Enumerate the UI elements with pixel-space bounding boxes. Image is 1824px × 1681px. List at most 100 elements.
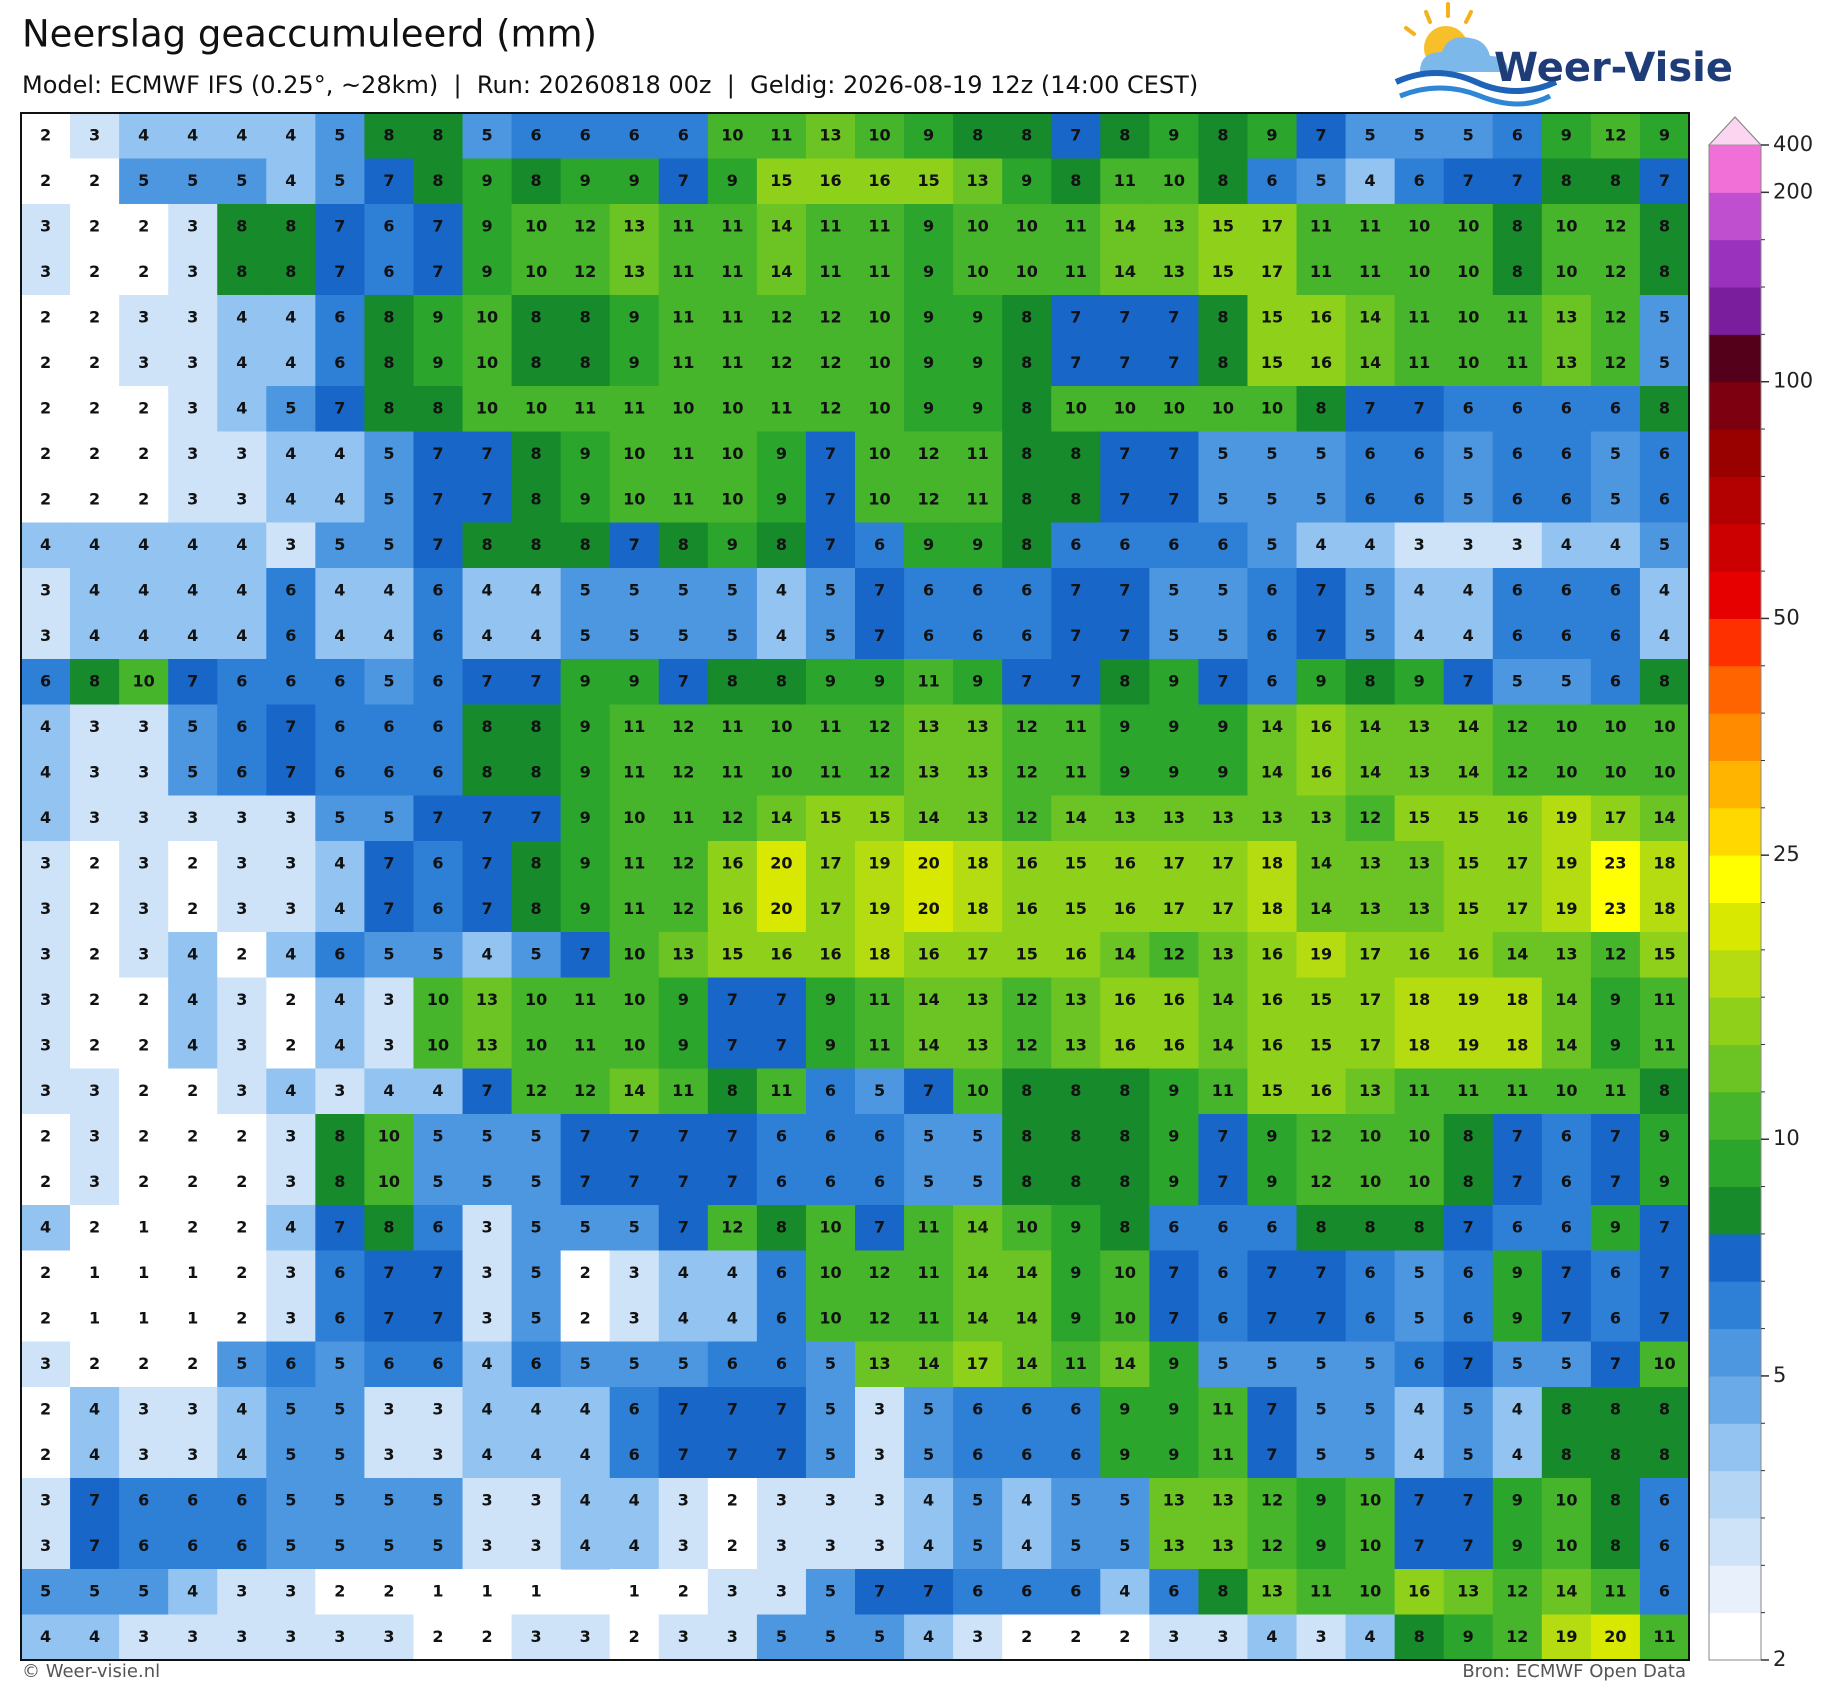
precip-label: 2: [727, 1490, 738, 1509]
precip-cell: [1590, 841, 1641, 888]
precip-cell: [21, 386, 71, 433]
precip-cell: [1394, 340, 1445, 387]
precip-cell: [1247, 1432, 1298, 1479]
precip-cell: [1492, 249, 1543, 296]
precip-cell: [1149, 158, 1200, 205]
precip-cell: [1198, 249, 1249, 296]
precip-cell: [364, 1068, 415, 1115]
precip-cell: [1296, 1432, 1347, 1479]
precip-label: 15: [1212, 262, 1234, 281]
precip-label: 4: [40, 808, 51, 827]
precip-cell: [413, 704, 464, 751]
precip-label: 11: [819, 717, 841, 736]
precip-cell: [315, 568, 366, 615]
precip-label: 13: [917, 762, 939, 781]
precip-cell: [413, 1387, 464, 1434]
precip-label: 2: [629, 1627, 640, 1646]
precip-cell: [168, 1523, 218, 1570]
precip-label: 7: [1659, 1217, 1670, 1236]
precip-label: 13: [1163, 1536, 1185, 1555]
precip-label: 16: [917, 944, 939, 963]
precip-label: 3: [1168, 1627, 1179, 1646]
precip-label: 11: [1310, 1581, 1332, 1600]
precip-cell: [953, 1205, 1003, 1252]
precip-label: 7: [334, 262, 345, 281]
precip-cell: [1198, 1387, 1249, 1434]
precip-label: 3: [236, 1581, 247, 1600]
precip-label: 2: [236, 1126, 247, 1145]
precip-label: 6: [187, 1490, 198, 1509]
precip-cell: [1492, 1341, 1543, 1388]
precip-label: 8: [1610, 1536, 1621, 1555]
precip-cell: [1247, 1569, 1298, 1616]
colorbar-band: [1709, 1139, 1761, 1188]
precip-cell: [855, 1114, 905, 1161]
precip-cell: [315, 158, 366, 205]
precip-cell: [70, 704, 120, 751]
precip-cell: [609, 704, 660, 751]
precip-cell: [756, 204, 807, 251]
precip-label: 4: [1512, 1399, 1523, 1418]
precip-label: 12: [1506, 1581, 1528, 1600]
precip-label: 4: [776, 626, 787, 645]
precip-cell: [413, 750, 464, 797]
precip-cell: [707, 613, 758, 660]
precip-cell: [364, 841, 415, 888]
precip-label: 2: [89, 398, 100, 417]
precip-cell: [217, 1159, 267, 1206]
precip-label: 9: [1315, 1536, 1326, 1555]
precip-cell: [1541, 1387, 1592, 1434]
precip-cell: [266, 704, 316, 751]
precip-cell: [168, 750, 218, 797]
precip-label: 10: [1359, 1172, 1381, 1191]
precip-label: 8: [1119, 1081, 1130, 1100]
precip-label: 4: [285, 125, 296, 144]
precip-label: 7: [531, 671, 542, 690]
precip-label: 10: [868, 307, 890, 326]
precip-cell: [462, 1023, 513, 1070]
precip-cell: [413, 977, 464, 1024]
precip-cell: [266, 841, 316, 888]
precip-cell: [1100, 1523, 1150, 1570]
precip-cell: [953, 1432, 1003, 1479]
precip-label: 3: [138, 853, 149, 872]
precip-label: 9: [923, 398, 934, 417]
precip-label: 5: [1659, 307, 1670, 326]
colorbar-band: [1709, 997, 1761, 1046]
precip-cell: [1394, 568, 1445, 615]
precip-label: 3: [874, 1490, 885, 1509]
precip-cell: [1149, 522, 1200, 569]
precip-cell: [119, 977, 169, 1024]
precip-cell: [21, 1296, 71, 1343]
precip-label: 4: [236, 1445, 247, 1464]
precip-cell: [1639, 568, 1690, 615]
precip-cell: [511, 1569, 562, 1616]
precip-cell: [1051, 932, 1101, 979]
precip-label: 2: [40, 1263, 51, 1282]
precip-label: 3: [187, 444, 198, 463]
precip-label: 5: [187, 717, 198, 736]
precip-label: 10: [1016, 262, 1038, 281]
precip-label: 14: [1261, 762, 1283, 781]
precip-label: 14: [1506, 944, 1528, 963]
precip-label: 19: [868, 853, 890, 872]
precip-label: 15: [1212, 216, 1234, 235]
precip-label: 9: [580, 808, 591, 827]
precip-label: 10: [770, 717, 792, 736]
precip-label: 13: [1163, 216, 1185, 235]
precip-cell: [904, 1432, 954, 1479]
precip-label: 7: [383, 1308, 394, 1327]
precip-label: 1: [89, 1263, 100, 1282]
precip-label: 3: [432, 1445, 443, 1464]
precip-cell: [1100, 1387, 1150, 1434]
precip-label: 2: [40, 307, 51, 326]
precip-cell: [953, 613, 1003, 660]
precip-label: 8: [1021, 1126, 1032, 1145]
precip-cell: [953, 977, 1003, 1024]
precip-label: 5: [629, 626, 640, 645]
precip-cell: [1100, 113, 1150, 160]
precip-cell: [266, 113, 316, 160]
precip-label: 14: [770, 216, 792, 235]
precip-label: 5: [432, 1490, 443, 1509]
precip-cell: [756, 249, 807, 296]
